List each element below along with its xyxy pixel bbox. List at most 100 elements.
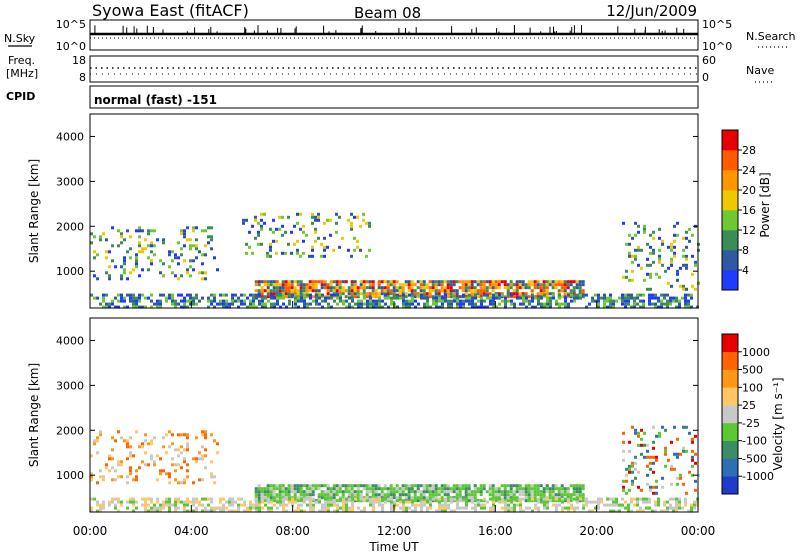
echo-cell — [494, 490, 498, 494]
echo-cell — [531, 293, 534, 297]
echo-cell — [368, 224, 371, 228]
echo-cell — [444, 503, 447, 507]
echo-cell — [266, 490, 270, 494]
echo-cell — [263, 490, 267, 494]
echo-cell — [438, 299, 441, 303]
echo-cell — [420, 500, 423, 504]
echo-cell — [275, 280, 279, 284]
echo-cell — [416, 286, 420, 290]
echo-cell — [446, 292, 450, 296]
echo-cell — [688, 227, 691, 231]
echo-cell — [464, 283, 468, 287]
echo-cell — [566, 295, 570, 299]
echo-cell — [159, 299, 162, 303]
echo-cell — [150, 244, 153, 248]
echo-cell — [192, 497, 195, 501]
echo-cell — [546, 299, 549, 303]
echo-cell — [272, 218, 275, 222]
echo-cell — [138, 293, 141, 297]
echo-cell — [546, 500, 549, 504]
echo-cell — [633, 503, 636, 507]
echo-cell — [446, 490, 450, 494]
echo-cell — [258, 503, 261, 507]
echo-cell — [510, 497, 513, 501]
echo-cell — [299, 227, 302, 231]
echo-cell — [581, 499, 585, 503]
echo-cell — [309, 296, 312, 300]
echo-cell — [341, 484, 345, 488]
echo-cell — [234, 500, 237, 504]
echo-cell — [447, 299, 450, 303]
echo-cell — [497, 283, 501, 287]
echo-cell — [670, 248, 673, 252]
echo-cell — [533, 487, 537, 491]
echo-cell — [473, 493, 477, 497]
echo-cell — [524, 496, 528, 500]
echo-cell — [305, 487, 309, 491]
echo-cell — [353, 289, 357, 293]
echo-cell — [117, 475, 120, 479]
echo-cell — [557, 493, 561, 497]
echo-cell — [336, 506, 339, 510]
echo-cell — [195, 460, 198, 464]
echo-cell — [321, 305, 324, 309]
echo-cell — [282, 302, 285, 306]
echo-cell — [639, 299, 642, 303]
echo-cell — [332, 490, 336, 494]
echo-cell — [368, 487, 372, 491]
echo-cell — [356, 490, 360, 494]
echo-cell — [311, 212, 314, 216]
echo-cell — [338, 289, 342, 293]
echo-cell — [201, 478, 204, 482]
echo-cell — [132, 509, 135, 513]
echo-cell — [296, 251, 299, 255]
echo-cell — [518, 292, 522, 296]
echo-cell — [530, 490, 534, 494]
echo-cell — [231, 500, 234, 504]
echo-cell — [548, 283, 552, 287]
echo-cell — [293, 490, 297, 494]
echo-cell — [539, 490, 543, 494]
echo-cell — [383, 487, 387, 491]
y-tick-label: 2000 — [56, 424, 84, 437]
echo-cell — [129, 454, 132, 458]
echo-cell — [198, 451, 201, 455]
echo-cell — [347, 484, 351, 488]
echo-cell — [504, 299, 507, 303]
echo-cell — [594, 293, 597, 297]
echo-cell — [390, 500, 393, 504]
echo-cell — [204, 271, 207, 275]
echo-cell — [537, 497, 540, 501]
echo-cell — [174, 469, 177, 473]
echo-cell — [411, 500, 414, 504]
echo-cell — [441, 296, 444, 300]
echo-cell — [332, 280, 336, 284]
echo-cell — [398, 490, 402, 494]
echo-cell — [627, 509, 630, 513]
echo-cell — [150, 457, 153, 461]
echo-cell — [156, 497, 159, 501]
echo-cell — [183, 259, 186, 263]
echo-cell — [471, 500, 474, 504]
echo-cell — [302, 230, 305, 234]
echo-cell — [365, 280, 369, 284]
echo-cell — [500, 295, 504, 299]
echo-cell — [186, 442, 189, 446]
echo-cell — [129, 271, 132, 275]
echo-cell — [321, 293, 324, 297]
echo-cell — [350, 484, 354, 488]
echo-cell — [636, 500, 639, 504]
echo-cell — [299, 484, 303, 488]
echo-cell — [323, 221, 326, 225]
echo-cell — [365, 221, 368, 225]
echo-cell — [323, 248, 326, 252]
echo-cell — [533, 280, 537, 284]
echo-cell — [660, 305, 663, 309]
echo-cell — [548, 490, 552, 494]
echo-cell — [691, 464, 694, 468]
echo-cell — [93, 235, 96, 239]
echo-cell — [132, 497, 135, 501]
nsearch-tick-top: 10^5 — [702, 18, 732, 31]
echo-cell — [408, 305, 411, 309]
echo-cell — [165, 296, 168, 300]
